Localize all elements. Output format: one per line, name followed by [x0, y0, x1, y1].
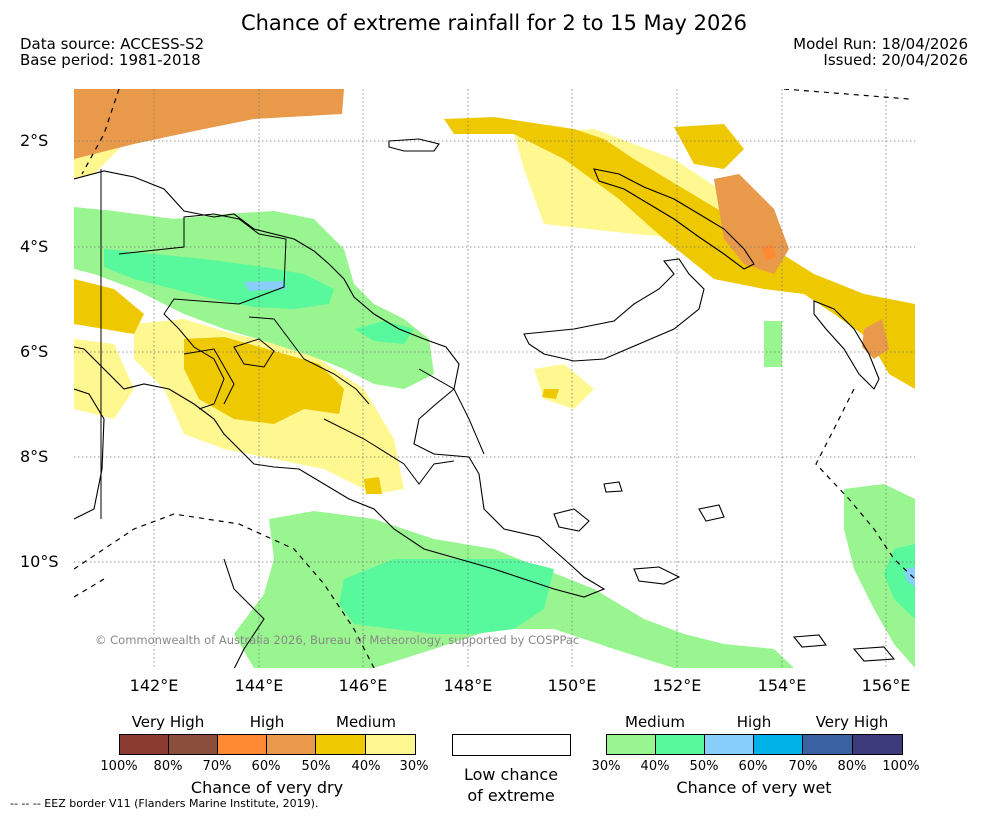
wet-level-very-high: Very High	[815, 713, 889, 731]
rainfall-map	[74, 89, 915, 668]
dry-tick: 30%	[399, 759, 429, 774]
low-chance-line1: Low chance	[463, 765, 559, 784]
wet-swatch-2	[655, 734, 706, 755]
lon-label-150e: 150°E	[547, 676, 597, 695]
guadalcanal-coast	[852, 646, 896, 662]
dry-40-50-areas	[74, 117, 915, 494]
wet-swatch-6	[852, 734, 903, 755]
lat-label-2s: 2°S	[20, 131, 49, 150]
west-new-guinea-south	[74, 388, 105, 520]
dry-tick: 40%	[351, 759, 381, 774]
dry-swatch-2	[168, 734, 219, 755]
lon-label-144e: 144°E	[234, 676, 284, 695]
wet-tick: 40%	[640, 759, 670, 774]
new-guinea-coast	[74, 170, 606, 598]
eez-footnote: -- -- -- EEZ border V11 (Flanders Marine…	[10, 797, 319, 810]
trobriand-coast	[603, 481, 623, 493]
dry-swatch-3	[217, 734, 268, 755]
lon-label-148e: 148°E	[443, 676, 493, 695]
wet-level-high: High	[736, 713, 772, 731]
dry-level-very-high: Very High	[131, 713, 205, 731]
issued-text: Issued: 20/04/2026	[823, 51, 968, 69]
wet-50-60-areas	[244, 281, 915, 587]
wet-40-50-areas	[104, 249, 915, 634]
dry-legend-title: Chance of very dry	[190, 778, 344, 797]
wet-level-medium: Medium	[625, 713, 685, 731]
lon-label-142e: 142°E	[129, 676, 179, 695]
lon-label-154e: 154°E	[757, 676, 807, 695]
southern-coast	[223, 558, 265, 668]
new-britain-coast	[523, 258, 705, 362]
dry-tick: 60%	[251, 759, 281, 774]
eez-borders	[74, 89, 915, 668]
dry-tick: 100%	[100, 759, 138, 774]
dry-tick: 70%	[202, 759, 232, 774]
wet-tick: 100%	[882, 759, 920, 774]
new-ireland-coast	[593, 168, 755, 270]
dry-tick: 80%	[153, 759, 183, 774]
lon-label-146e: 146°E	[338, 676, 388, 695]
lat-label-10s: 10°S	[20, 552, 59, 571]
dry-70-80-areas	[762, 244, 776, 261]
map-title: Chance of extreme rainfall for 2 to 15 M…	[240, 11, 748, 35]
wet-tick: 30%	[591, 759, 621, 774]
low-chance-label: Low chance of extreme	[441, 764, 581, 806]
wet-legend-title: Chance of very wet	[676, 778, 832, 797]
coastlines	[74, 138, 896, 668]
wet-tick: 70%	[788, 759, 818, 774]
lat-label-6s: 6°S	[20, 342, 49, 361]
graticule	[74, 89, 915, 668]
data-source-text: Data source: ACCESS-S2	[20, 35, 205, 53]
copyright-text: © Commonwealth of Australia 2026, Bureau…	[95, 633, 580, 647]
louisiade-coast	[633, 566, 681, 585]
wet-swatch-1	[606, 734, 657, 755]
lat-label-8s: 8°S	[20, 447, 49, 466]
low-chance-line2: of extreme	[467, 786, 555, 805]
kolombangara-coast	[792, 634, 827, 648]
dry-swatch-5	[315, 734, 367, 755]
lat-label-4s: 4°S	[20, 237, 49, 256]
wet-tick: 80%	[837, 759, 867, 774]
dry-swatch-4	[266, 734, 317, 755]
base-period-text: Base period: 1981-2018	[20, 51, 201, 69]
d-entrecasteaux-coast	[553, 508, 590, 532]
low-chance-swatch	[452, 734, 571, 756]
dry-swatch-6	[365, 734, 416, 755]
lon-label-152e: 152°E	[652, 676, 702, 695]
model-run-text: Model Run: 18/04/2026	[793, 35, 968, 53]
wet-swatch-4	[753, 734, 804, 755]
wet-swatch-3	[704, 734, 755, 755]
wet-swatch-5	[802, 734, 854, 755]
wet-tick: 60%	[738, 759, 768, 774]
dry-level-high: High	[249, 713, 285, 731]
dry-level-medium: Medium	[336, 713, 396, 731]
rossel-coast	[698, 504, 725, 522]
dry-swatch-1	[119, 734, 170, 755]
lon-label-156e: 156°E	[861, 676, 911, 695]
manus-coast	[388, 138, 440, 152]
wet-tick: 50%	[689, 759, 719, 774]
dry-tick: 50%	[301, 759, 331, 774]
land-borders	[100, 169, 485, 519]
bougainville-coast	[813, 300, 880, 390]
